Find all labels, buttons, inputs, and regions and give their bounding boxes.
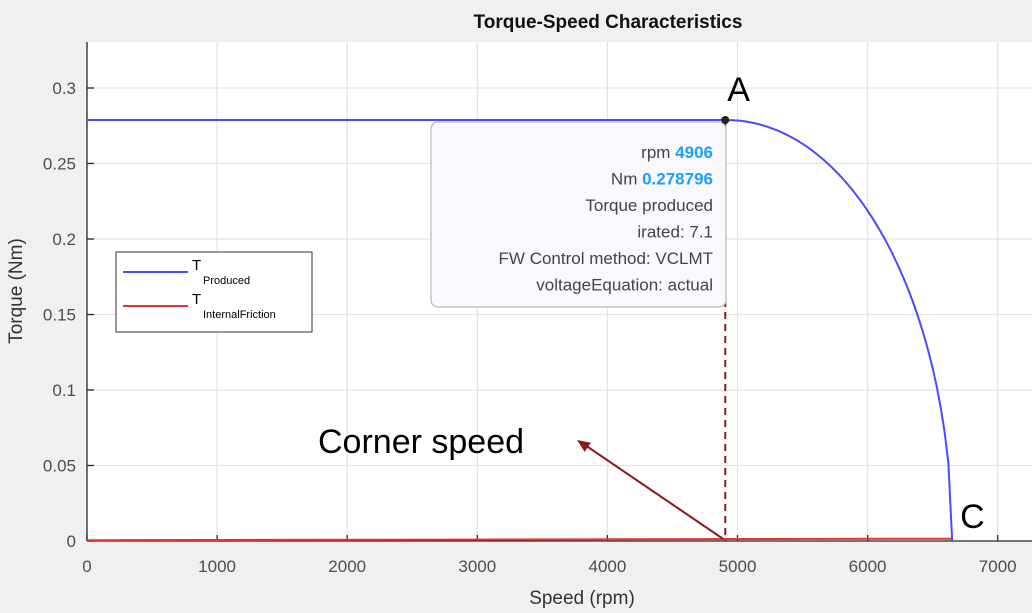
legend-label-subscript: Produced [203,275,250,287]
x-tick-label: 0 [82,557,91,576]
datatip-rows: rpm 4906 Nm 0.278796 Torque produced irated… [499,143,713,295]
x-tick-label: 2000 [328,557,366,576]
datatip[interactable]: rpm 4906 Nm 0.278796 Torque produced irated… [430,121,727,308]
annotation-point-a: A [727,71,750,109]
annotation-point-c: C [960,498,985,536]
y-tick-label: 0.05 [43,457,76,476]
x-tick-label: 7000 [979,557,1017,576]
x-tick-label: 1000 [198,557,236,576]
datatip-row: Torque produced [585,196,713,215]
legend-label: T [192,257,201,274]
legend-label-subscript: InternalFriction [203,309,276,321]
x-tick-label: 4000 [588,557,626,576]
x-tick-label: 3000 [458,557,496,576]
y-tick-label: 0.2 [52,230,76,249]
arrowhead-icon [577,440,591,452]
legend-box [115,251,313,333]
y-tick-labels: 0 0.05 0.1 0.15 0.2 0.25 0.3 [43,79,76,551]
y-axis-label: Torque (Nm) [6,238,27,344]
x-tick-label: 5000 [719,557,757,576]
datatip-marker[interactable] [721,116,730,125]
x-tick-label: 6000 [849,557,887,576]
datatip-row: irated: 7.1 [637,223,713,242]
annotation-corner-speed: Corner speed [318,423,524,461]
datatip-box [430,121,727,308]
series-line-t-internalfriction[interactable] [86,537,953,542]
datatip-row: Nm 0.278796 [611,170,713,189]
x-tick-labels: 0 1000 2000 3000 4000 5000 6000 7000 [82,557,1016,576]
series-line-t-produced[interactable] [87,119,954,542]
datatip-row: rpm 4906 [641,143,713,162]
y-tick-label: 0.1 [52,381,76,400]
datatip-row: voltageEquation: actual [536,276,713,295]
data-series [86,119,954,542]
x-axis-label: Speed (rpm) [529,588,635,609]
y-tick-label: 0.3 [52,79,76,98]
datatip-row: FW Control method: VCLMT [499,249,713,268]
chart-title: Torque-Speed Characteristics [474,12,743,33]
y-tick-label: 0.25 [43,155,76,174]
y-tick-label: 0 [67,532,76,551]
corner-speed-arrow [584,444,724,540]
legend-label: T [192,291,201,308]
y-tick-label: 0.15 [43,306,76,325]
